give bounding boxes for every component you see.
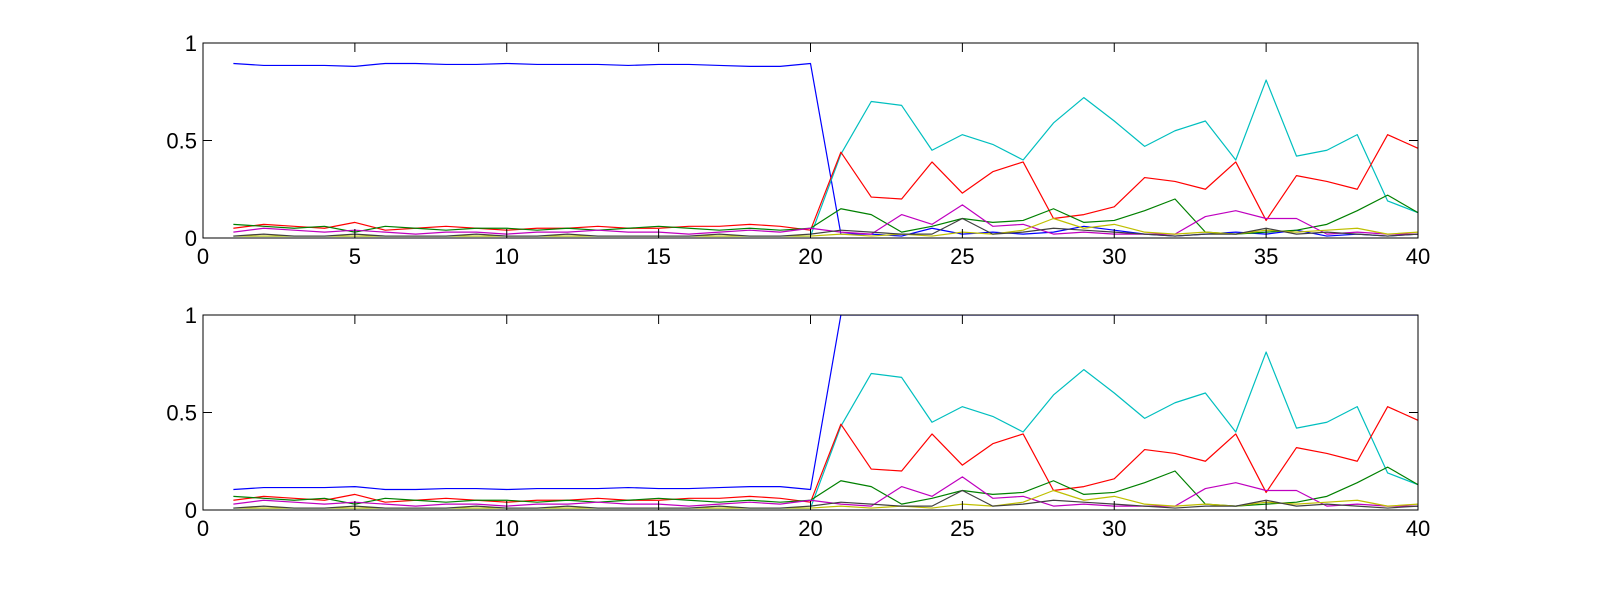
x-tick-label: 35 (1254, 516, 1278, 541)
series-line-5 (233, 476, 1418, 507)
series-line-5 (233, 204, 1418, 235)
series-group (233, 315, 1418, 509)
x-tick-label: 25 (950, 244, 974, 269)
x-tick-label: 40 (1406, 516, 1430, 541)
series-group (233, 62, 1418, 237)
plot-area-frame (202, 42, 1419, 239)
series-line-3 (233, 134, 1418, 231)
chart-panel-2: 0 5 10 15 20 25 30 35 40 0 0.5 1 (166, 303, 1430, 541)
x-tick-label: 15 (646, 516, 670, 541)
series-line-3 (233, 406, 1418, 503)
x-tick-label: 20 (798, 516, 822, 541)
x-tick-label: 15 (646, 244, 670, 269)
x-tick-label: 25 (950, 516, 974, 541)
x-tick-label: 40 (1406, 244, 1430, 269)
series-line-7 (233, 489, 1418, 509)
x-tick-label: 10 (495, 516, 519, 541)
x-tick-label: 5 (349, 516, 361, 541)
series-line-7 (233, 217, 1418, 237)
x-tick-label: 30 (1102, 516, 1126, 541)
y-tick-label: 1 (185, 303, 197, 328)
x-tick-label: 35 (1254, 244, 1278, 269)
series-line-1 (233, 315, 1418, 491)
y-tick-label: 0.5 (166, 129, 197, 154)
x-tick-label: 10 (495, 244, 519, 269)
y-tick-label: 0 (185, 498, 197, 523)
y-tick-label: 1 (185, 31, 197, 56)
x-tick-label: 20 (798, 244, 822, 269)
plot-area-frame (202, 314, 1419, 511)
x-tick-label: 0 (197, 244, 209, 269)
x-tick-label: 30 (1102, 244, 1126, 269)
x-tick-label: 0 (197, 516, 209, 541)
x-tick-label: 5 (349, 244, 361, 269)
y-tick-label: 0.5 (166, 401, 197, 426)
chart-panel-1: 0 5 10 15 20 25 30 35 40 0 0.5 1 (166, 31, 1430, 269)
y-tick-label: 0 (185, 226, 197, 251)
